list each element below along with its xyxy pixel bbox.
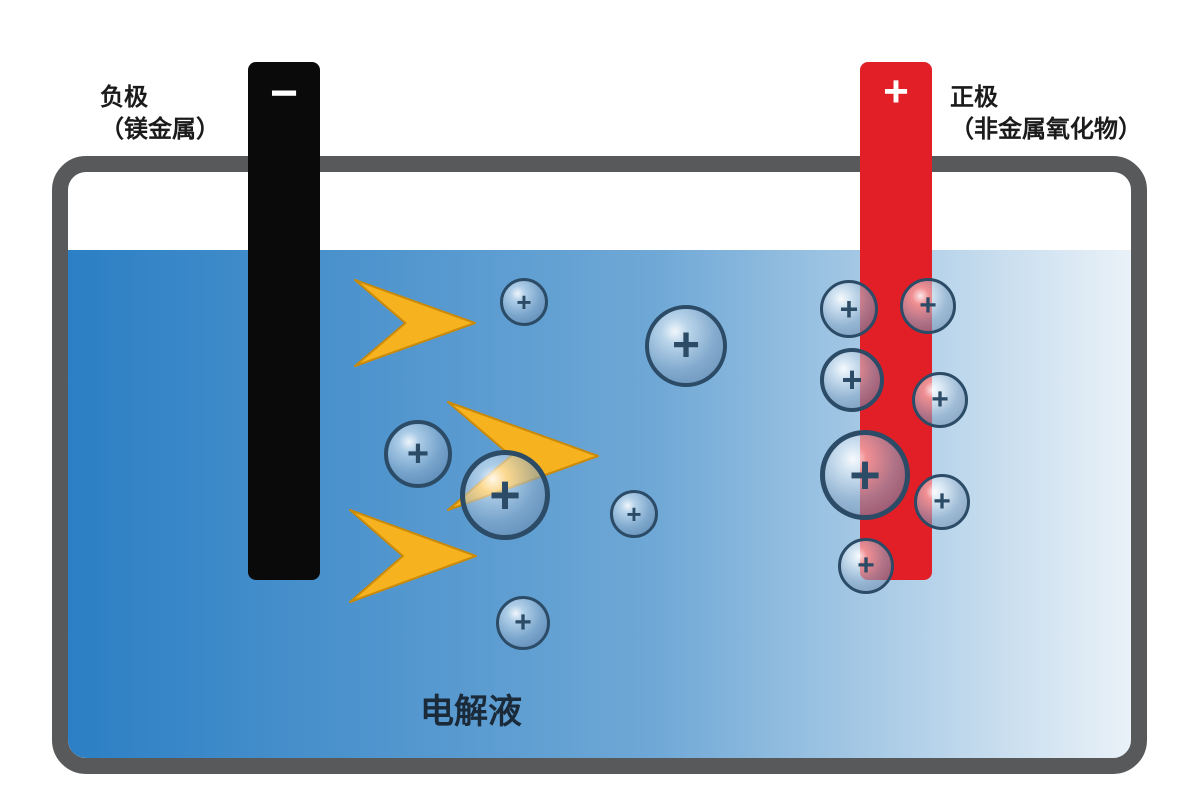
- electrolyte-label: 电解液: [420, 690, 522, 736]
- ion-plus-icon: +: [933, 487, 951, 517]
- diagram-stage: − + 负极 （镁金属） 正极 （非金属氧化物） 电解液 + + + + + + + + + + +…: [0, 0, 1202, 808]
- plus-icon: +: [883, 70, 909, 114]
- ion-plus-icon: +: [919, 291, 937, 321]
- ion-plus-icon: +: [857, 551, 875, 581]
- ion-plus-icon: +: [931, 385, 949, 415]
- positive-electrode-label: 正极 （非金属氧化物）: [950, 82, 1142, 147]
- ion: +: [838, 538, 894, 594]
- negative-electrode-label: 负极 （镁金属）: [100, 82, 220, 147]
- ion: +: [496, 596, 550, 650]
- negative-electrode: −: [248, 62, 320, 580]
- ion-plus-icon: +: [849, 448, 881, 502]
- minus-icon: −: [270, 70, 298, 118]
- ion: +: [820, 348, 884, 412]
- ion-plus-icon: +: [626, 501, 641, 527]
- ion: +: [820, 280, 878, 338]
- ion: +: [645, 305, 727, 387]
- positive-label-line2: （非金属氧化物）: [950, 114, 1142, 146]
- positive-label-line1: 正极: [950, 82, 1142, 114]
- ion: +: [384, 420, 452, 488]
- negative-label-line2: （镁金属）: [100, 114, 220, 146]
- ion: +: [820, 430, 910, 520]
- negative-label-line1: 负极: [100, 82, 220, 114]
- ion-plus-icon: +: [840, 293, 859, 325]
- ion-plus-icon: +: [407, 435, 429, 473]
- ion: +: [912, 372, 968, 428]
- ion-plus-icon: +: [841, 362, 862, 398]
- ion: +: [460, 450, 550, 540]
- ion: +: [610, 490, 658, 538]
- ion: +: [914, 474, 970, 530]
- ion-plus-icon: +: [514, 608, 532, 638]
- ion: +: [900, 278, 956, 334]
- ion-plus-icon: +: [516, 289, 531, 315]
- ion-plus-icon: +: [672, 322, 700, 370]
- ion-plus-icon: +: [489, 468, 521, 522]
- ion: +: [500, 278, 548, 326]
